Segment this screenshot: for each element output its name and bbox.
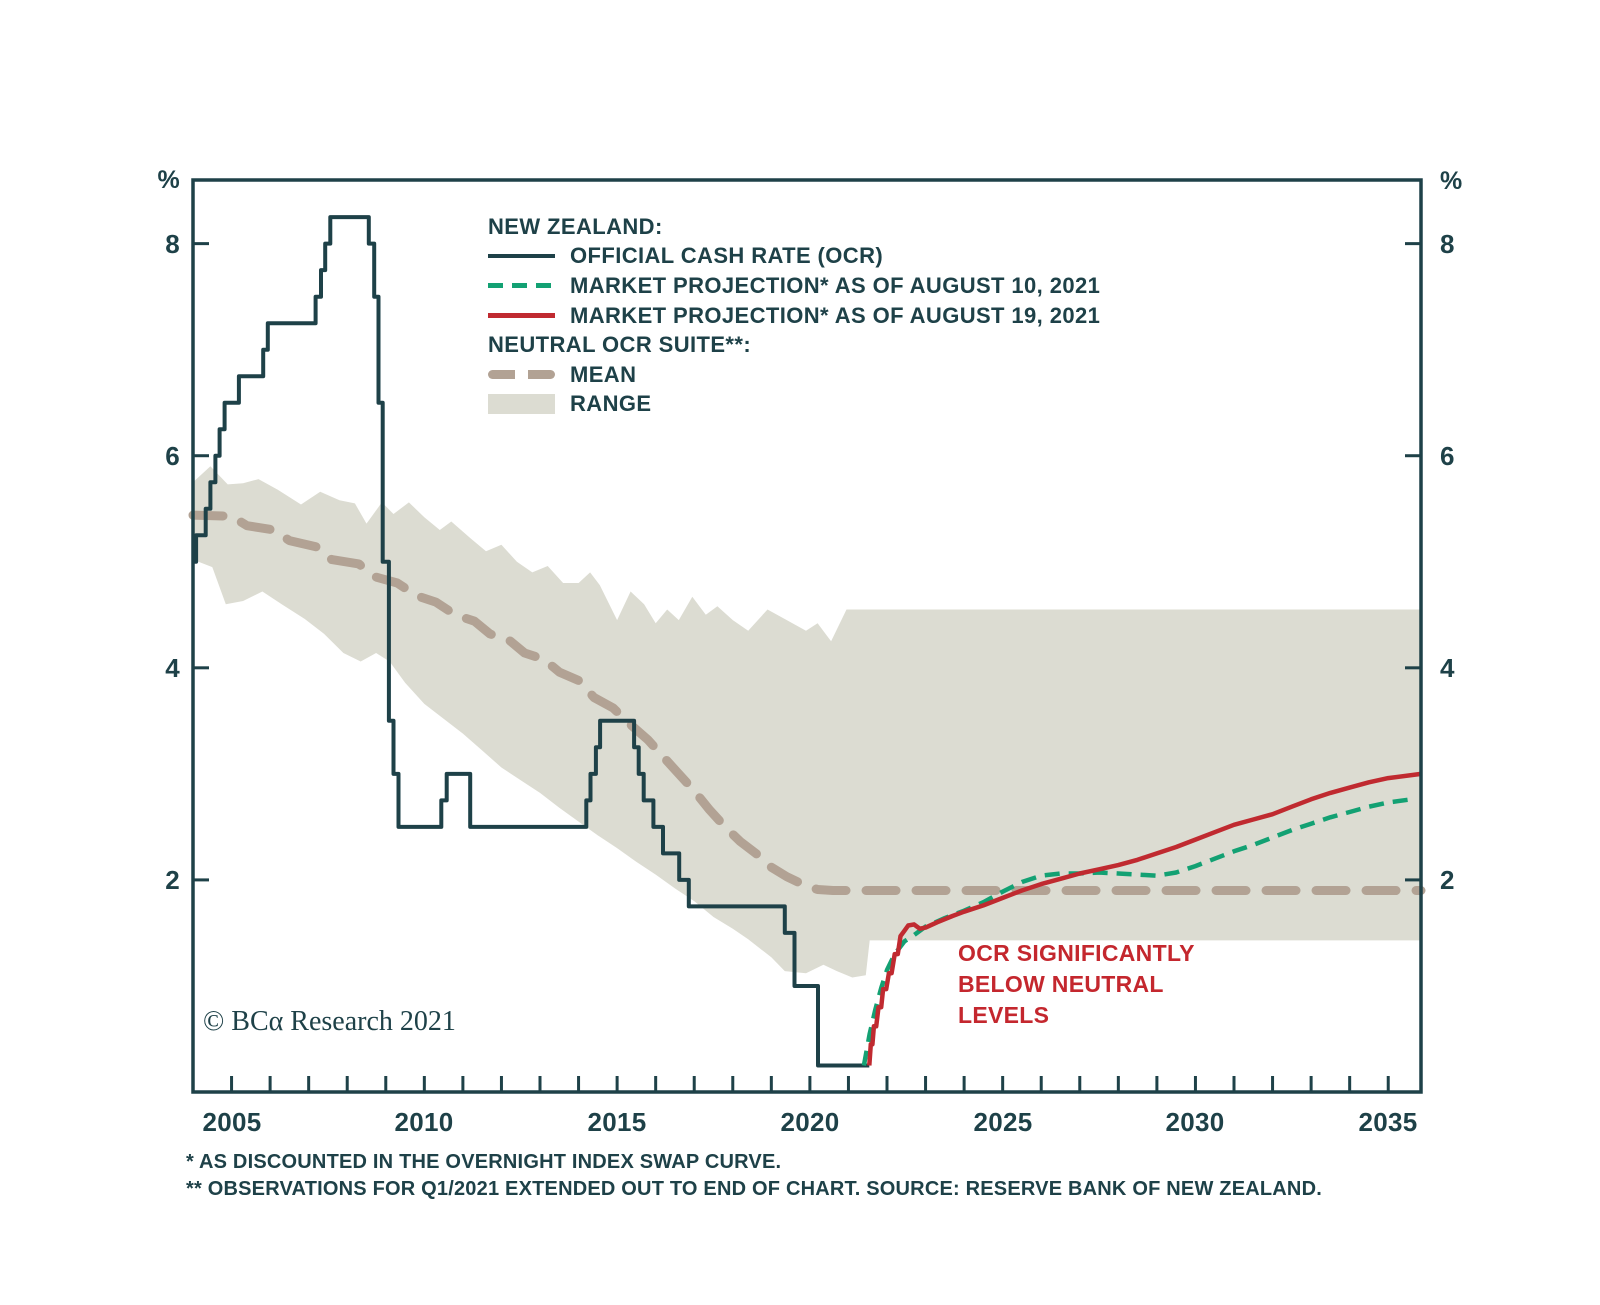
plot-border bbox=[191, 178, 1423, 1094]
annotation-line: LEVELS bbox=[958, 1002, 1050, 1028]
y-axis-tick-label: 4 bbox=[1440, 653, 1455, 683]
legend-item-label: MARKET PROJECTION* AS OF AUGUST 10, 2021 bbox=[570, 272, 1101, 298]
mean-line bbox=[188, 510, 1426, 895]
legend: NEW ZEALAND: OFFICIAL CASH RATE (OCR) MA… bbox=[488, 212, 1100, 419]
footnote-line: ** OBSERVATIONS FOR Q1/2021 EXTENDED OUT… bbox=[186, 1177, 1322, 1200]
footnote-line: * AS DISCOUNTED IN THE OVERNIGHT INDEX S… bbox=[186, 1151, 782, 1173]
legend-group2-title: NEUTRAL OCR SUITE**: bbox=[488, 332, 752, 358]
taupe-dashed-line-swatch bbox=[488, 370, 555, 380]
green-dashed-line-swatch bbox=[488, 283, 555, 289]
x-axis-tick-label: 2010 bbox=[394, 1107, 454, 1137]
annotation-line: BELOW NEUTRAL bbox=[958, 971, 1164, 997]
chart-annotation: OCR SIGNIFICANTLY BELOW NEUTRAL LEVELS bbox=[958, 938, 1195, 1031]
x-axis-tick-label: 2020 bbox=[780, 1107, 840, 1137]
y-unit-left: % bbox=[157, 166, 180, 194]
y-axis-tick-label: 8 bbox=[1440, 229, 1455, 259]
legend-item-ocr: OFFICIAL CASH RATE (OCR) bbox=[488, 242, 1100, 272]
y-axis-tick-label: 8 bbox=[165, 229, 180, 259]
legend-item-label: MARKET PROJECTION* AS OF AUGUST 19, 2021 bbox=[570, 302, 1101, 328]
legend-item-label: MEAN bbox=[570, 361, 637, 387]
legend-item-label: RANGE bbox=[570, 391, 652, 417]
legend-item-mean: MEAN bbox=[488, 360, 1100, 390]
y-unit-right: % bbox=[1440, 167, 1463, 195]
legend-group-header: NEUTRAL OCR SUITE**: bbox=[488, 330, 1100, 360]
footnotes: * AS DISCOUNTED IN THE OVERNIGHT INDEX S… bbox=[186, 1149, 1322, 1202]
legend-group-header: NEW ZEALAND: bbox=[488, 212, 1100, 242]
y-axis-tick-label: 2 bbox=[165, 865, 180, 895]
range-band-area bbox=[193, 466, 1421, 978]
projection-aug19-line bbox=[867, 771, 1422, 1066]
ocr-line bbox=[193, 215, 870, 1068]
y-axis-tick-label: 2 bbox=[1440, 865, 1455, 895]
legend-item-projection-aug10: MARKET PROJECTION* AS OF AUGUST 10, 2021 bbox=[488, 271, 1100, 301]
x-axis-tick-label: 2005 bbox=[202, 1107, 262, 1137]
y-axis-tick-label: 6 bbox=[1440, 441, 1455, 471]
x-axis-tick-label: 2015 bbox=[587, 1107, 647, 1137]
y-axis-tick-label: 4 bbox=[165, 653, 180, 683]
copyright-notice: © BCα Research 2021 bbox=[203, 1006, 456, 1037]
legend-item-projection-aug19: MARKET PROJECTION* AS OF AUGUST 19, 2021 bbox=[488, 301, 1100, 331]
legend-item-range: RANGE bbox=[488, 390, 1100, 420]
x-axis-tick-label: 2035 bbox=[1358, 1107, 1418, 1137]
y-axis-tick-label: 6 bbox=[165, 441, 180, 471]
red-line-swatch bbox=[488, 313, 555, 319]
legend-group1-title: NEW ZEALAND: bbox=[488, 213, 663, 239]
annotation-line: OCR SIGNIFICANTLY bbox=[958, 940, 1195, 966]
x-axis-tick-label: 2025 bbox=[973, 1107, 1033, 1137]
ocr-line-swatch bbox=[488, 254, 555, 259]
legend-item-label: OFFICIAL CASH RATE (OCR) bbox=[570, 243, 884, 269]
x-axis-tick-label: 2030 bbox=[1165, 1107, 1225, 1137]
range-box-swatch bbox=[488, 394, 555, 415]
